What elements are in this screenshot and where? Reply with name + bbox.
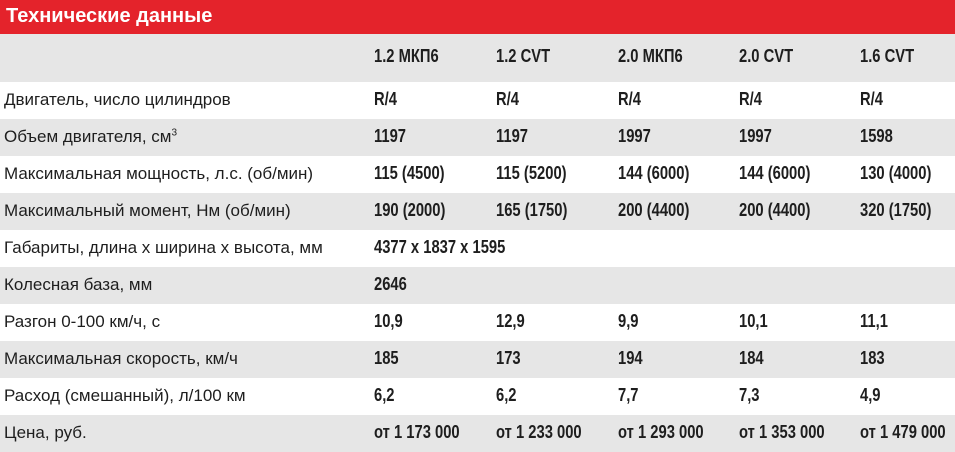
- cell: 1997: [739, 126, 772, 146]
- cell: 2646: [374, 274, 407, 294]
- row-label: Цена, руб.: [4, 423, 87, 443]
- title-bar: Технические данные: [0, 0, 955, 34]
- cell: R/4: [739, 89, 762, 109]
- table-row: Максимальная скорость, км/ч 185 173 194 184 1…: [0, 341, 955, 378]
- table-row: Объем двигателя, см3 1197 1197 1997 1997 1598: [0, 119, 955, 156]
- row-label: Двигатель, число цилиндров: [4, 90, 231, 110]
- row-label: Разгон 0-100 км/ч, с: [4, 312, 160, 332]
- table-row: Расход (смешанный), л/100 км 6,2 6,2 7,7 7,3…: [0, 378, 955, 415]
- label-text: Цена, руб.: [4, 423, 87, 442]
- cell: R/4: [496, 89, 519, 109]
- cell: от 1 293 000: [618, 422, 704, 442]
- column-header: 1.6 CVT: [860, 46, 915, 66]
- cell: 184: [739, 348, 764, 368]
- column-header: 1.2 МКП6: [374, 46, 439, 66]
- row-label: Объем двигателя, см3: [4, 127, 177, 147]
- label-superscript: 3: [171, 127, 178, 139]
- cell: 11,1: [860, 311, 888, 331]
- cell: 185: [374, 348, 399, 368]
- row-label: Колесная база, мм: [4, 275, 152, 295]
- table-row: Максимальный момент, Нм (об/мин) 190 (200…: [0, 193, 955, 230]
- cell: от 1 353 000: [739, 422, 825, 442]
- label-text: Колесная база, мм: [4, 275, 153, 294]
- cell: 4,9: [860, 385, 881, 405]
- label-text: Разгон 0-100 км/ч, с: [4, 312, 161, 331]
- table-row: Цена, руб. от 1 173 000 от 1 233 000 от 1 2…: [0, 415, 955, 452]
- cell: 194: [618, 348, 643, 368]
- label-text: Двигатель, число цилиндров: [4, 90, 231, 109]
- cell: 12,9: [496, 311, 525, 331]
- cell: R/4: [860, 89, 883, 109]
- cell: 190 (2000): [374, 200, 446, 220]
- table-row: Колесная база, мм 2646: [0, 267, 955, 304]
- cell: 10,1: [739, 311, 768, 331]
- cell: от 1 173 000: [374, 422, 460, 442]
- cell: 165 (1750): [496, 200, 568, 220]
- label-text: Расход (смешанный), л/100 км: [4, 386, 246, 405]
- cell: 1197: [496, 126, 529, 146]
- column-header: 2.0 CVT: [739, 46, 794, 66]
- label-text: Максимальный момент, Нм (об/мин): [4, 201, 291, 220]
- row-label: Габариты, длина х ширина х высота, мм: [4, 238, 323, 258]
- cell: 9,9: [618, 311, 639, 331]
- cell: 115 (5200): [496, 163, 567, 183]
- cell: 1598: [860, 126, 893, 146]
- cell: 7,3: [739, 385, 760, 405]
- cell: 1197: [374, 126, 407, 146]
- cell: 130 (4000): [860, 163, 932, 183]
- row-label: Расход (смешанный), л/100 км: [4, 386, 246, 406]
- cell: R/4: [374, 89, 397, 109]
- table-row: Двигатель, число цилиндров R/4 R/4 R/4 R/4 R/…: [0, 82, 955, 119]
- cell: 200 (4400): [618, 200, 690, 220]
- cell: 6,2: [374, 385, 395, 405]
- cell: 173: [496, 348, 521, 368]
- title: Технические данные: [6, 5, 213, 27]
- table-row: Габариты, длина х ширина х высота, мм 437…: [0, 230, 955, 267]
- table-row: Максимальная мощность, л.с. (об/мин) 115 …: [0, 156, 955, 193]
- cell: 144 (6000): [739, 163, 811, 183]
- cell: 10,9: [374, 311, 403, 331]
- label-text: Объем двигателя, см: [4, 127, 172, 146]
- header-row: 1.2 МКП6 1.2 CVT 2.0 МКП6 2.0 CVT 1.6 CVT: [0, 34, 955, 82]
- column-header: 1.2 CVT: [496, 46, 551, 66]
- cell: 6,2: [496, 385, 517, 405]
- cell: R/4: [618, 89, 641, 109]
- cell: 183: [860, 348, 885, 368]
- cell: от 1 233 000: [496, 422, 582, 442]
- cell: 7,7: [618, 385, 639, 405]
- row-label: Максимальный момент, Нм (об/мин): [4, 201, 291, 221]
- cell: от 1 479 000: [860, 422, 946, 442]
- cell: 200 (4400): [739, 200, 811, 220]
- cell: 144 (6000): [618, 163, 690, 183]
- label-text: Максимальная мощность, л.с. (об/мин): [4, 164, 314, 183]
- table-row: Разгон 0-100 км/ч, с 10,9 12,9 9,9 10,1 11,1: [0, 304, 955, 341]
- cell: 4377 x 1837 x 1595: [374, 237, 506, 257]
- row-label: Максимальная мощность, л.с. (об/мин): [4, 164, 313, 184]
- label-text: Габариты, длина х ширина х высота, мм: [4, 238, 323, 257]
- cell: 1997: [618, 126, 651, 146]
- label-text: Максимальная скорость, км/ч: [4, 349, 238, 368]
- cell: 320 (1750): [860, 200, 932, 220]
- cell: 115 (4500): [374, 163, 445, 183]
- row-label: Максимальная скорость, км/ч: [4, 349, 238, 369]
- column-header: 2.0 МКП6: [618, 46, 683, 66]
